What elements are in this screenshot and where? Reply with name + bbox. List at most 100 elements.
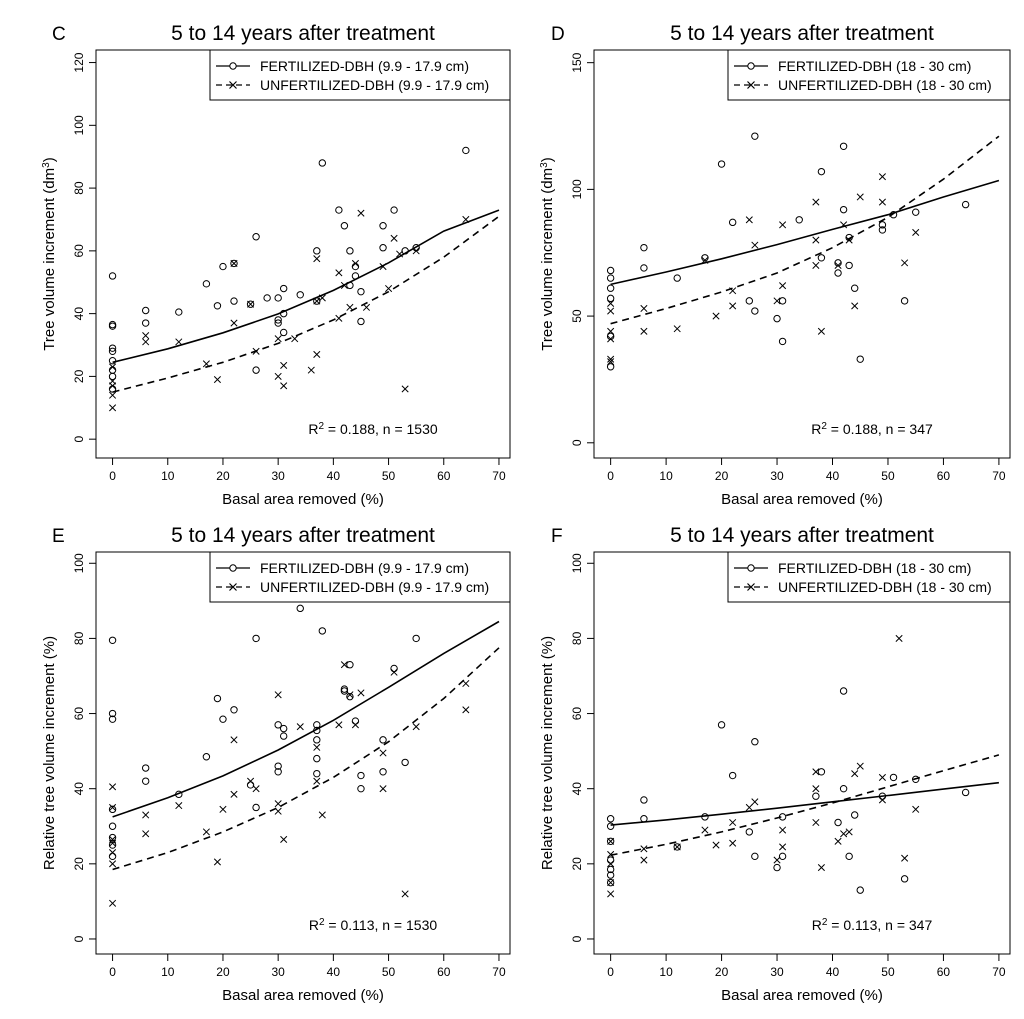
fertilized-point bbox=[606, 284, 615, 292]
fertilized-point bbox=[335, 206, 343, 214]
unfertilized-point bbox=[779, 826, 787, 834]
series-unfertilized bbox=[109, 647, 500, 907]
unfertilized-point bbox=[313, 350, 321, 358]
fertilized-point bbox=[606, 878, 615, 887]
fertilized-point bbox=[108, 715, 117, 723]
x-tick-label: 60 bbox=[437, 965, 451, 979]
unfertilized-point bbox=[607, 299, 615, 307]
fertilized-point bbox=[219, 715, 227, 723]
fertilized-point bbox=[252, 634, 260, 643]
unfertilized-point bbox=[346, 303, 354, 311]
y-tick-label: 40 bbox=[72, 307, 86, 321]
fertilized-point bbox=[175, 790, 183, 799]
fertilized-point bbox=[340, 222, 349, 230]
fertilized-point bbox=[606, 837, 615, 845]
y-tick-label: 100 bbox=[72, 115, 86, 135]
unfertilized-point bbox=[878, 173, 886, 181]
y-tick-label: 0 bbox=[72, 436, 86, 443]
y-tick-label: 100 bbox=[570, 553, 584, 573]
x-axis-label: Basal area removed (%) bbox=[721, 987, 883, 1004]
panel-letter: C bbox=[52, 24, 66, 45]
unfertilized-point bbox=[607, 850, 615, 858]
unfertilized-point bbox=[640, 304, 648, 313]
fertilized-point bbox=[856, 886, 864, 894]
legend-label: UNFERTILIZED-DBH (9.9 - 17.9 cm) bbox=[260, 579, 489, 595]
unfertilized-point bbox=[109, 860, 117, 868]
unfertilized-point bbox=[607, 335, 615, 343]
annotation-superscript: 2 bbox=[821, 421, 827, 432]
unfertilized-point bbox=[895, 634, 903, 642]
fertilized-point bbox=[379, 736, 387, 744]
fertilized-point bbox=[202, 280, 211, 288]
unfertilized-point bbox=[142, 811, 150, 819]
fertilized-point bbox=[412, 634, 420, 643]
unfertilized-point bbox=[462, 679, 470, 688]
fertilized-point bbox=[274, 319, 282, 327]
x-tick-label: 0 bbox=[109, 965, 116, 979]
fertilized-point bbox=[673, 843, 681, 851]
fertilized-point bbox=[108, 709, 117, 718]
fertilized-point bbox=[108, 272, 117, 280]
unfertilized-point bbox=[729, 818, 737, 827]
y-axis-label-part: Relative tree volume increment (%) bbox=[41, 636, 58, 870]
unfertilized-point bbox=[213, 858, 221, 866]
series-unfertilized bbox=[607, 634, 1000, 898]
fertilized-point bbox=[390, 206, 398, 214]
x-tick-label: 10 bbox=[161, 965, 175, 979]
unfertilized-point bbox=[712, 312, 720, 320]
fertilized-point bbox=[839, 205, 848, 214]
unfertilized-point bbox=[812, 785, 820, 793]
legend-circle-marker bbox=[747, 62, 755, 70]
unfertilized-point bbox=[280, 361, 288, 369]
fertilized-point bbox=[745, 828, 754, 836]
unfertilized-point bbox=[607, 307, 615, 315]
unfertilized-point bbox=[346, 691, 354, 699]
fertilized-point bbox=[751, 307, 759, 315]
x-axis-label: Basal area removed (%) bbox=[222, 491, 384, 508]
fertilized-point bbox=[175, 308, 183, 316]
unfertilized-point bbox=[379, 263, 387, 271]
unfertilized-point bbox=[335, 269, 343, 277]
unfertilized-fit-line bbox=[610, 135, 1000, 325]
fertilized-point bbox=[640, 796, 648, 804]
fertilized-point bbox=[108, 805, 117, 814]
x-tick-label: 40 bbox=[327, 469, 341, 483]
fertilized-point bbox=[462, 146, 470, 155]
x-axis-label: Basal area removed (%) bbox=[222, 987, 384, 1004]
unfertilized-point bbox=[607, 327, 615, 335]
fertilized-point bbox=[606, 871, 615, 879]
unfertilized-point bbox=[462, 706, 470, 714]
x-tick-label: 0 bbox=[607, 965, 614, 979]
unfertilized-point bbox=[313, 777, 321, 785]
fertilized-point bbox=[900, 875, 909, 883]
unfertilized-point bbox=[109, 382, 117, 390]
unfertilized-point bbox=[812, 768, 820, 776]
fertilized-point bbox=[252, 803, 260, 812]
fertilized-point bbox=[889, 211, 898, 219]
fertilized-point bbox=[340, 687, 349, 695]
fertilized-point bbox=[817, 167, 826, 176]
unfertilized-point bbox=[307, 366, 315, 374]
unfertilized-point bbox=[362, 303, 371, 311]
fertilized-point bbox=[274, 768, 282, 776]
fertilized-point bbox=[108, 841, 117, 849]
fertilized-point bbox=[379, 768, 387, 776]
legend: FERTILIZED-DBH (9.9 - 17.9 cm) UNFERTILIZ… bbox=[209, 49, 511, 101]
unfertilized-point bbox=[357, 209, 365, 217]
fertilized-point bbox=[834, 818, 842, 827]
unfertilized-point bbox=[357, 689, 365, 697]
fertilized-point bbox=[108, 366, 117, 374]
unfertilized-point bbox=[729, 287, 737, 295]
unfertilized-point bbox=[607, 879, 615, 887]
fertilized-point bbox=[773, 314, 781, 323]
fertilized-point bbox=[279, 309, 288, 318]
series-unfertilized bbox=[109, 209, 500, 412]
fertilized-point bbox=[318, 159, 327, 167]
unfertilized-point bbox=[779, 843, 787, 851]
unfertilized-point bbox=[313, 297, 321, 305]
fertilized-point bbox=[778, 852, 787, 861]
unfertilized-point bbox=[673, 843, 681, 851]
chart-title: 5 to 14 years after treatment bbox=[670, 22, 934, 45]
x-tick-label: 20 bbox=[216, 469, 230, 483]
